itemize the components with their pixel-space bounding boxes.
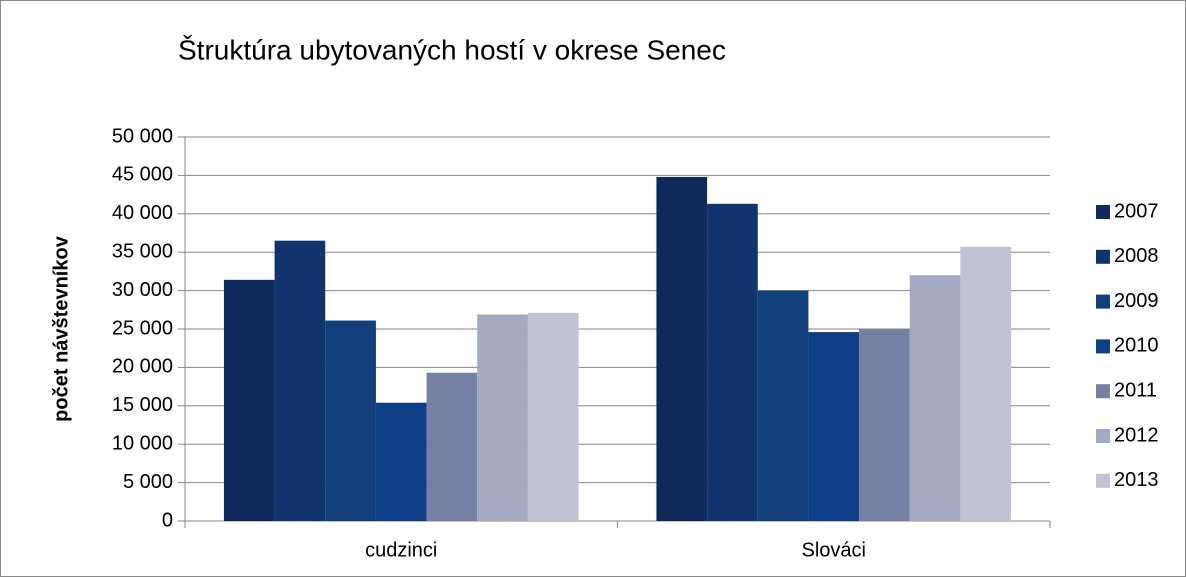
legend-swatch	[1096, 249, 1110, 264]
bar	[274, 240, 326, 521]
chart-title: Štruktúra ubytovaných hostí v okrese Sen…	[178, 34, 726, 65]
bar	[859, 329, 910, 521]
y-axis-label: počet návštevníkov	[50, 235, 72, 422]
legend-label: 2013	[1114, 469, 1159, 491]
y-tick-label: 45 000	[112, 164, 173, 186]
y-tick-label: 10 000	[112, 432, 173, 454]
bar	[223, 279, 275, 521]
legend-label: 2010	[1114, 335, 1159, 357]
legend-swatch	[1096, 473, 1110, 488]
y-tick-label: 25 000	[112, 317, 173, 339]
legend-swatch	[1096, 205, 1110, 219]
legend-swatch	[1096, 429, 1110, 443]
bar	[477, 314, 528, 521]
y-tick-label: 35 000	[112, 240, 173, 262]
legend-label: 2011	[1114, 379, 1157, 401]
bar	[960, 246, 1012, 521]
y-tick-label: 50 000	[112, 125, 173, 147]
y-tick-label: 15 000	[112, 394, 173, 416]
y-tick-label: 5 000	[123, 471, 173, 493]
bar	[757, 290, 809, 521]
legend-label: 2012	[1114, 424, 1159, 446]
bar	[707, 203, 758, 522]
legend-label: 2009	[1114, 290, 1159, 312]
bar	[656, 176, 708, 521]
x-tick-label: cudzinci	[365, 539, 437, 561]
x-tick-label: Slováci	[802, 539, 866, 561]
y-tick-label: 30 000	[112, 279, 173, 301]
legend-label: 2007	[1114, 200, 1159, 222]
bar	[909, 275, 961, 521]
bar	[375, 402, 427, 521]
bar	[527, 312, 579, 521]
legend-swatch	[1096, 339, 1110, 354]
legend-swatch	[1096, 384, 1110, 399]
legend-swatch	[1096, 294, 1110, 309]
y-tick-label: 40 000	[112, 202, 173, 224]
y-tick-label: 20 000	[112, 356, 173, 378]
bar	[426, 372, 478, 521]
bar	[325, 320, 376, 521]
bar	[808, 332, 860, 521]
legend-label: 2008	[1114, 245, 1159, 267]
y-tick-label: 0	[162, 509, 173, 531]
